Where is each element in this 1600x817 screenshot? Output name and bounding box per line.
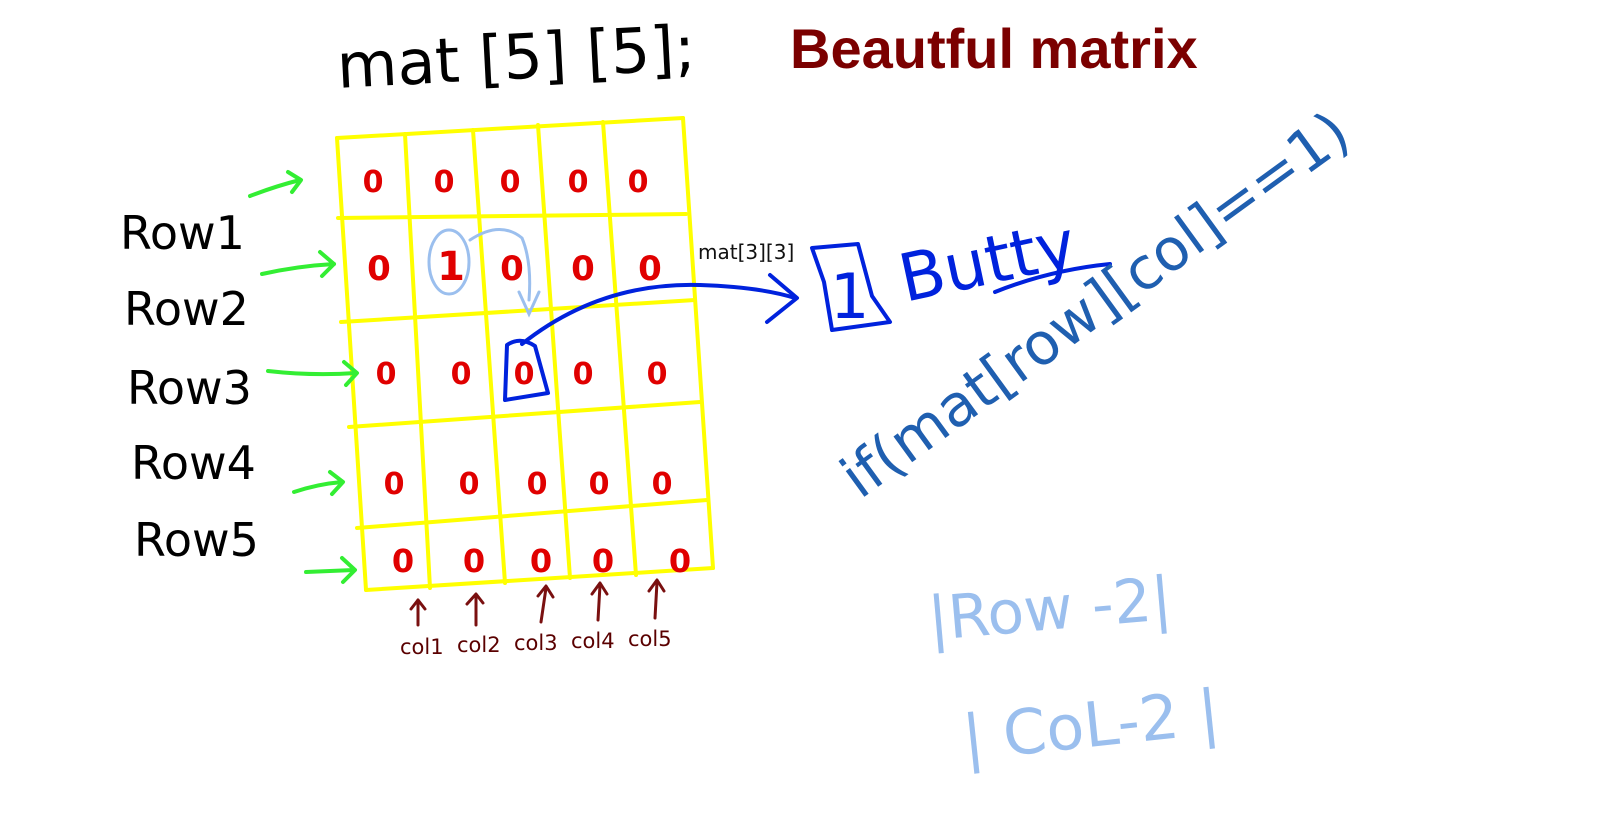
matrix-cell-r4-c1: 0 bbox=[384, 467, 405, 502]
matrix-cells: 0 0 0 0 00 1 0 0 00 0 0 0 00 0 0 0 00 0 0 0 0 bbox=[363, 165, 692, 580]
col-label-5: col5 bbox=[628, 627, 672, 651]
center-cell-label: mat[3][3] bbox=[698, 240, 795, 264]
row-label-5: Row5 bbox=[134, 513, 259, 567]
col-label-1: col1 bbox=[400, 635, 444, 659]
matrix-cell-r5-c2: 0 bbox=[463, 542, 485, 580]
col-label-2: col2 bbox=[457, 633, 501, 657]
row-arrow-3-icon bbox=[266, 360, 359, 387]
formula-row: |Row -2| bbox=[925, 564, 1174, 655]
matrix-cell-r3-c4: 0 bbox=[573, 357, 594, 392]
row-label-3: Row3 bbox=[127, 361, 252, 415]
boxed-value-frame bbox=[810, 242, 892, 332]
pointer-arrow bbox=[520, 282, 797, 346]
pointer-arrowhead-icon bbox=[765, 273, 799, 324]
col-arrow-2-icon bbox=[465, 592, 485, 627]
matrix-cell-r3-c5: 0 bbox=[647, 357, 668, 392]
row-label-1: Row1 bbox=[120, 206, 245, 260]
matrix-cell-r3-c3: 0 bbox=[514, 357, 535, 392]
matrix-cell-r2-c4: 0 bbox=[571, 249, 595, 289]
row-label-2: Row2 bbox=[124, 282, 249, 336]
underline-stroke bbox=[993, 262, 1112, 294]
row-arrows bbox=[248, 170, 359, 584]
highlight-one-marker bbox=[427, 228, 541, 318]
row-label-4: Row4 bbox=[131, 436, 256, 490]
row-arrow-2-icon bbox=[260, 250, 336, 278]
matrix-cell-r3-c1: 0 bbox=[376, 357, 397, 392]
col-label-4: col4 bbox=[571, 629, 615, 653]
matrix-cell-r4-c3: 0 bbox=[527, 467, 548, 502]
formula-col: | CoL-2 | bbox=[959, 675, 1223, 776]
matrix-cell-r1-c4: 0 bbox=[568, 165, 589, 200]
matrix-cell-r4-c4: 0 bbox=[589, 467, 610, 502]
boxed-value: 1 bbox=[830, 260, 869, 333]
matrix-cell-r5-c1: 0 bbox=[392, 542, 414, 580]
matrix-cell-r2-c3: 0 bbox=[500, 249, 524, 289]
col-arrow-1-icon bbox=[409, 598, 427, 627]
col-arrow-4-icon bbox=[590, 581, 609, 622]
row-arrow-5-icon bbox=[304, 556, 357, 584]
matrix-cell-r1-c5: 0 bbox=[628, 165, 649, 200]
matrix-cell-r2-c5: 0 bbox=[638, 249, 662, 289]
col-arrow-5-icon bbox=[647, 578, 666, 620]
matrix-grid bbox=[335, 116, 715, 592]
matrix-cell-r2-c2: 1 bbox=[437, 244, 465, 290]
center-highlight bbox=[503, 242, 892, 402]
matrix-cell-r5-c5: 0 bbox=[669, 542, 691, 580]
matrix-cell-r4-c5: 0 bbox=[652, 467, 673, 502]
matrix-cell-r2-c1: 0 bbox=[367, 249, 391, 289]
matrix-cell-r1-c2: 0 bbox=[434, 165, 455, 200]
row-arrow-4-icon bbox=[292, 470, 345, 496]
matrix-cell-r1-c3: 0 bbox=[500, 165, 521, 200]
matrix-cell-r1-c1: 0 bbox=[363, 165, 384, 200]
matrix-cell-r4-c2: 0 bbox=[459, 467, 480, 502]
title: Beautful matrix bbox=[790, 17, 1198, 80]
matrix-cell-r5-c4: 0 bbox=[592, 542, 614, 580]
col-label-3: col3 bbox=[514, 631, 558, 655]
row-arrow-1-icon bbox=[248, 170, 303, 198]
matrix-cell-r5-c3: 0 bbox=[530, 542, 552, 580]
col-arrow-3-icon bbox=[536, 584, 555, 624]
col-arrows bbox=[409, 578, 666, 627]
matrix-cell-r3-c2: 0 bbox=[451, 357, 472, 392]
